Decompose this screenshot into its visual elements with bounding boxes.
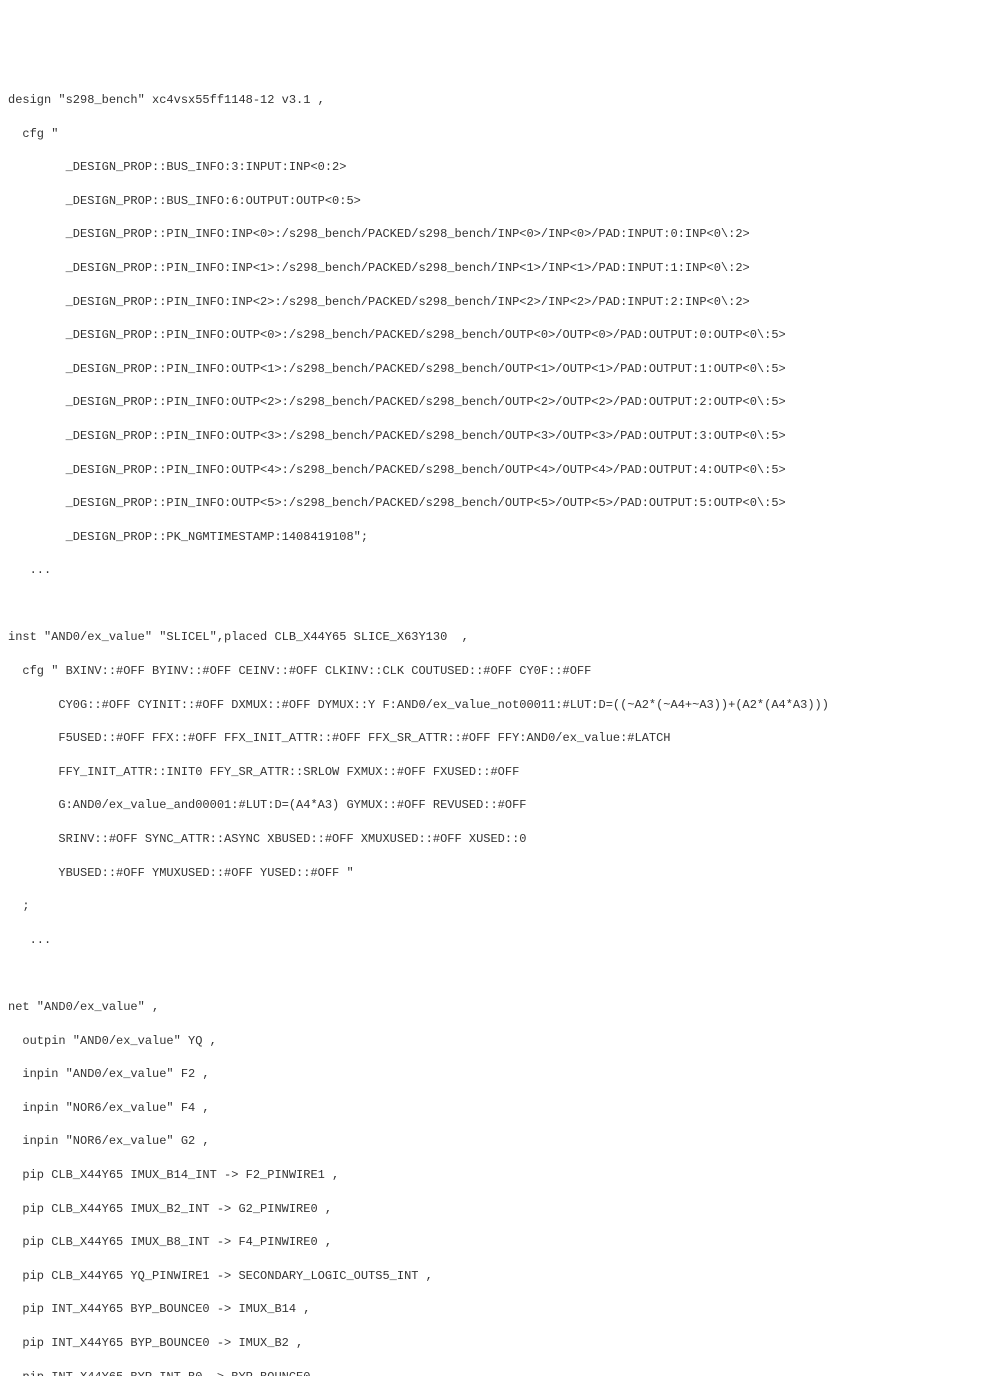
inst-line: SRINV::#OFF SYNC_ATTR::ASYNC XBUSED::#OF…	[8, 831, 992, 848]
blank-line	[8, 596, 992, 613]
net-line: pip INT_X44Y65 BYP_BOUNCE0 -> IMUX_B14 ,	[8, 1301, 992, 1318]
inst-line: F5USED::#OFF FFX::#OFF FFX_INIT_ATTR::#O…	[8, 730, 992, 747]
design-line: _DESIGN_PROP::PIN_INFO:OUTP<1>:/s298_ben…	[8, 361, 992, 378]
net-line: pip CLB_X44Y65 YQ_PINWIRE1 -> SECONDARY_…	[8, 1268, 992, 1285]
inst-line: inst "AND0/ex_value" "SLICEL",placed CLB…	[8, 629, 992, 646]
blank-line	[8, 965, 992, 982]
net-line: inpin "AND0/ex_value" F2 ,	[8, 1066, 992, 1083]
inst-line: ;	[8, 898, 992, 915]
net-line: inpin "NOR6/ex_value" G2 ,	[8, 1133, 992, 1150]
design-line: _DESIGN_PROP::PIN_INFO:OUTP<3>:/s298_ben…	[8, 428, 992, 445]
net-line: pip CLB_X44Y65 IMUX_B14_INT -> F2_PINWIR…	[8, 1167, 992, 1184]
ellipsis: ...	[8, 562, 992, 579]
net-line: pip CLB_X44Y65 IMUX_B8_INT -> F4_PINWIRE…	[8, 1234, 992, 1251]
net-line: inpin "NOR6/ex_value" F4 ,	[8, 1100, 992, 1117]
net-line: net "AND0/ex_value" ,	[8, 999, 992, 1016]
inst-line: G:AND0/ex_value_and00001:#LUT:D=(A4*A3) …	[8, 797, 992, 814]
design-line: _DESIGN_PROP::PIN_INFO:INP<1>:/s298_benc…	[8, 260, 992, 277]
design-line: _DESIGN_PROP::PIN_INFO:OUTP<4>:/s298_ben…	[8, 462, 992, 479]
design-line: _DESIGN_PROP::PIN_INFO:OUTP<0>:/s298_ben…	[8, 327, 992, 344]
net-line: pip CLB_X44Y65 IMUX_B2_INT -> G2_PINWIRE…	[8, 1201, 992, 1218]
code-listing: design "s298_bench" xc4vsx55ff1148-12 v3…	[8, 75, 992, 1376]
ellipsis: ...	[8, 932, 992, 949]
inst-line: cfg " BXINV::#OFF BYINV::#OFF CEINV::#OF…	[8, 663, 992, 680]
design-line: cfg "	[8, 126, 992, 143]
net-line: pip INT_X44Y65 BYP_BOUNCE0 -> IMUX_B2 ,	[8, 1335, 992, 1352]
inst-line: FFY_INIT_ATTR::INIT0 FFY_SR_ATTR::SRLOW …	[8, 764, 992, 781]
net-line: pip INT_X44Y65 BYP_INT_B0 -> BYP_BOUNCE0…	[8, 1369, 992, 1376]
design-line: _DESIGN_PROP::BUS_INFO:6:OUTPUT:OUTP<0:5…	[8, 193, 992, 210]
design-line: _DESIGN_PROP::PIN_INFO:OUTP<2>:/s298_ben…	[8, 394, 992, 411]
design-line: _DESIGN_PROP::PK_NGMTIMESTAMP:1408419108…	[8, 529, 992, 546]
inst-line: CY0G::#OFF CYINIT::#OFF DXMUX::#OFF DYMU…	[8, 697, 992, 714]
design-line: _DESIGN_PROP::BUS_INFO:3:INPUT:INP<0:2>	[8, 159, 992, 176]
design-line: design "s298_bench" xc4vsx55ff1148-12 v3…	[8, 92, 992, 109]
design-line: _DESIGN_PROP::PIN_INFO:INP<2>:/s298_benc…	[8, 294, 992, 311]
design-line: _DESIGN_PROP::PIN_INFO:INP<0>:/s298_benc…	[8, 226, 992, 243]
design-line: _DESIGN_PROP::PIN_INFO:OUTP<5>:/s298_ben…	[8, 495, 992, 512]
inst-line: YBUSED::#OFF YMUXUSED::#OFF YUSED::#OFF …	[8, 865, 992, 882]
net-line: outpin "AND0/ex_value" YQ ,	[8, 1033, 992, 1050]
